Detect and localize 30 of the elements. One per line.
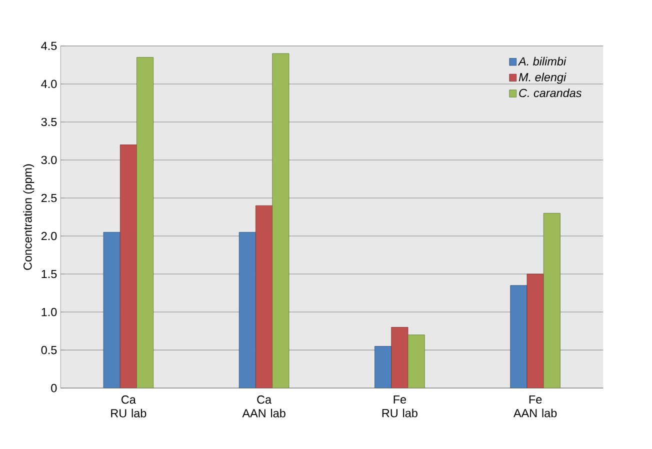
bar xyxy=(238,232,256,388)
bar xyxy=(120,144,137,388)
y-tick-label: 4.5 xyxy=(41,42,57,50)
y-tick-label: 1.0 xyxy=(42,308,57,316)
legend-label: M. elengi xyxy=(518,72,566,84)
y-tick-label: 2.0 xyxy=(41,232,57,240)
bar xyxy=(510,285,528,388)
x-tick-label: Ca AAN lab xyxy=(242,396,286,418)
bar xyxy=(374,346,392,388)
bar xyxy=(272,54,290,388)
x-tick-label: Fe AAN lab xyxy=(513,396,557,418)
bar xyxy=(408,334,425,388)
bar xyxy=(543,213,560,388)
x-tick-label: Fe RU lab xyxy=(382,396,418,418)
bar xyxy=(526,274,544,388)
legend-label: C. carandas xyxy=(519,88,582,98)
y-tick-label: 1.5 xyxy=(42,270,57,278)
legend-label: A. bilimbi xyxy=(518,57,566,66)
y-axis-title: Concentration (ppm) xyxy=(23,164,34,270)
bar xyxy=(103,232,120,388)
y-tick-label: 0 xyxy=(51,384,57,392)
y-tick-label: 4.0 xyxy=(41,80,57,88)
y-tick-label: 2.5 xyxy=(41,194,57,202)
y-tick-label: 3.5 xyxy=(41,118,57,126)
x-tick-label: Ca RU lab xyxy=(111,396,146,418)
bar xyxy=(256,206,273,388)
y-tick-label: 3.0 xyxy=(41,156,57,164)
bar xyxy=(391,327,408,388)
bar xyxy=(136,57,154,388)
y-tick-label: 0.5 xyxy=(41,346,57,354)
